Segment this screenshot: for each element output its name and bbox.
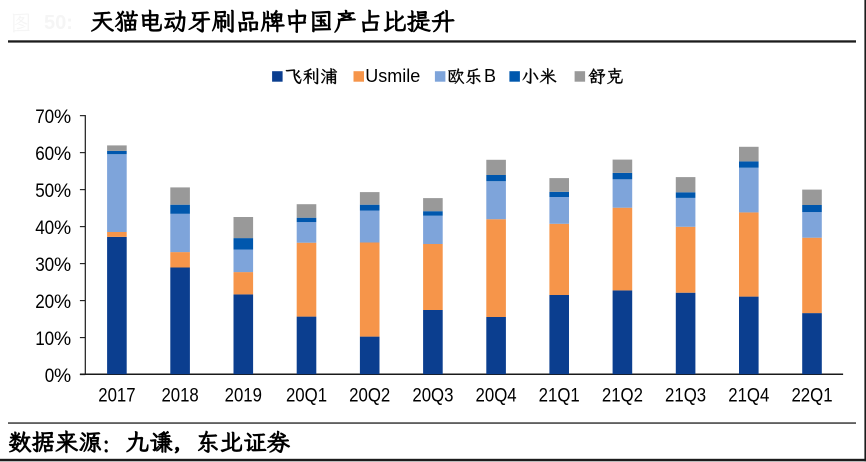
svg-text:B: B: [484, 66, 496, 86]
svg-text:60: 60: [35, 144, 54, 165]
svg-text:%: %: [54, 366, 71, 387]
svg-text:20Q4: 20Q4: [476, 386, 517, 407]
svg-text:2017: 2017: [98, 386, 135, 407]
svg-text:21Q4: 21Q4: [728, 386, 769, 407]
svg-text:21Q3: 21Q3: [665, 386, 706, 407]
svg-text:20Q1: 20Q1: [286, 386, 327, 407]
svg-text:70: 70: [35, 107, 54, 128]
svg-text:22Q1: 22Q1: [791, 386, 832, 407]
svg-text:2018: 2018: [161, 386, 198, 407]
svg-text:40: 40: [35, 218, 54, 239]
svg-text:%: %: [54, 292, 71, 313]
svg-text:10: 10: [35, 329, 54, 350]
svg-text:20Q3: 20Q3: [412, 386, 453, 407]
svg-text:%: %: [54, 107, 71, 128]
svg-text:%: %: [54, 255, 71, 276]
svg-text:21Q2: 21Q2: [602, 386, 643, 407]
svg-text:50: 50: [35, 181, 54, 202]
svg-text:0: 0: [45, 366, 55, 387]
svg-text:20Q2: 20Q2: [349, 386, 390, 407]
svg-text:2019: 2019: [225, 386, 262, 407]
svg-text:21Q1: 21Q1: [539, 386, 580, 407]
svg-text:20: 20: [35, 292, 54, 313]
svg-text:%: %: [54, 218, 71, 239]
svg-text:50:: 50:: [44, 12, 73, 34]
svg-text:%: %: [54, 329, 71, 350]
svg-text:30: 30: [35, 255, 54, 276]
svg-text:%: %: [54, 144, 71, 165]
svg-text:Usmile: Usmile: [365, 66, 420, 86]
svg-text:%: %: [54, 181, 71, 202]
